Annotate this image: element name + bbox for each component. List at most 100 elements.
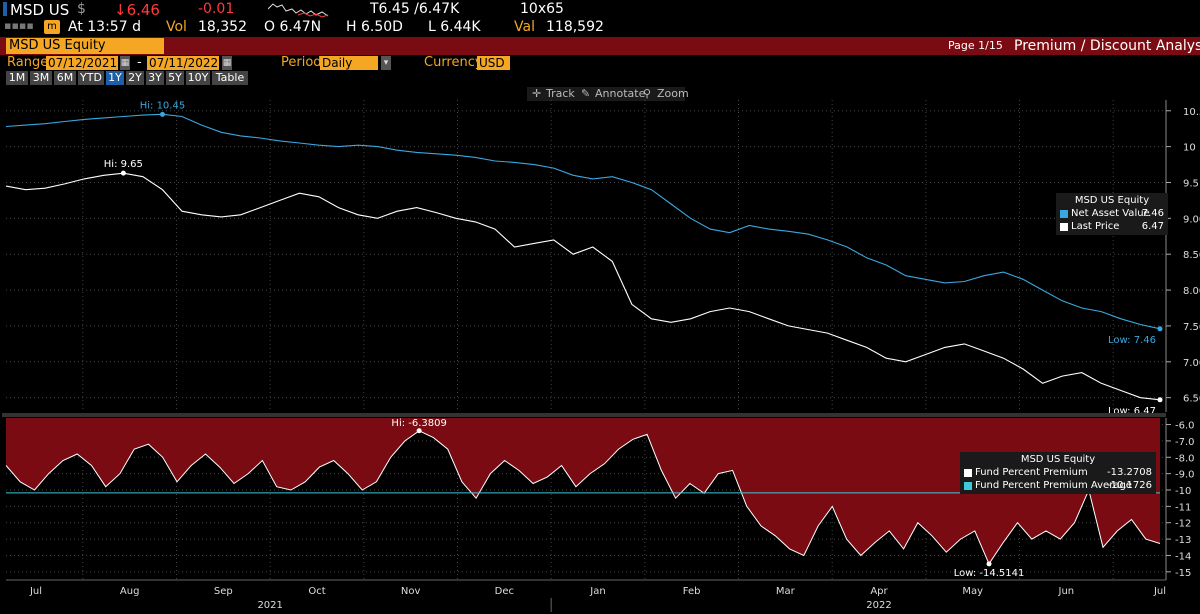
price-annotation-marker — [1157, 326, 1163, 332]
crosshair-icon[interactable]: ✛ — [532, 87, 542, 100]
bloomberg-icon[interactable]: m — [44, 20, 60, 34]
price-tick-label: 10 — [1183, 143, 1196, 154]
start-calendar-icon[interactable]: ▦ — [120, 56, 130, 70]
month-label: Feb — [683, 586, 701, 597]
price-annotation-label: Low: 7.46 — [1108, 335, 1156, 346]
premium-legend-value: -13.2708 — [1107, 467, 1152, 478]
price-annotation-marker — [159, 111, 165, 117]
range-3y-button[interactable]: 3Y — [146, 71, 164, 85]
premium-area — [6, 418, 1160, 564]
month-label: Jan — [589, 586, 605, 597]
currency-field[interactable]: USD — [477, 56, 510, 70]
month-label: Apr — [870, 586, 888, 597]
premium-tick-label: -14 — [1175, 551, 1191, 562]
avg-legend-value: -10.1726 — [1107, 480, 1152, 491]
period-dropdown-icon[interactable]: ▾ — [381, 56, 391, 70]
net-change: -0.01 — [198, 1, 235, 17]
premium-tick-label: -12 — [1175, 519, 1191, 530]
premium-tick-label: -8.0 — [1175, 453, 1195, 464]
year-label: 2021 — [257, 600, 282, 611]
zoom-button[interactable]: Zoom — [657, 87, 689, 100]
low-price: L 6.44K — [428, 19, 481, 35]
month-label: Jul — [29, 586, 42, 597]
ticker-marker — [3, 2, 7, 16]
avg-swatch — [964, 482, 972, 490]
price-legend: MSD US Equity Net Asset Value 7.46 Last … — [1056, 193, 1168, 235]
premium-legend-label: Fund Percent Premium — [975, 467, 1088, 478]
parameter-row: Range 07/12/2021 ▦ - 07/11/2022 ▦ Period… — [0, 55, 1200, 71]
high-price: H 6.50D — [346, 19, 403, 35]
premium-annotation-marker — [416, 428, 422, 434]
price-panel: Hi: 10.45 Hi: 9.65 Low: 7.46 Low: 6.47 — [5, 100, 1163, 417]
open-price: O 6.47N — [264, 19, 322, 35]
premium-tick-label: -10 — [1175, 486, 1191, 497]
price-tick-label: 6.50 — [1183, 394, 1200, 405]
val-label: Val — [514, 19, 535, 35]
chart-toolbar: ✛ Track ✎ Annotate ⚲ Zoom — [527, 87, 689, 101]
nav-legend-value: 7.46 — [1141, 208, 1164, 219]
range-label: Range — [7, 55, 49, 70]
premium-tick-label: -6.0 — [1175, 421, 1195, 432]
time-axis: Jul Aug Sep Oct Nov Dec Jan Feb Mar Apr May Jun Jul 2… — [6, 579, 1166, 612]
table-button[interactable]: Table — [212, 71, 248, 85]
range-10y-button[interactable]: 10Y — [186, 71, 210, 85]
premium-tick-label: -11 — [1175, 502, 1191, 513]
premium-line — [5, 430, 1161, 565]
range-2y-button[interactable]: 2Y — [126, 71, 144, 85]
value-traded: 118,592 — [546, 19, 604, 35]
nav-legend-label: Net Asset Value — [1071, 208, 1150, 219]
volume: 18,352 — [198, 19, 247, 35]
price-tick-label: 7.00 — [1183, 358, 1200, 369]
title-bar — [0, 37, 1200, 55]
premium-legend-title: MSD US Equity — [1020, 454, 1096, 465]
panel-divider[interactable] — [2, 413, 1166, 417]
month-label: Nov — [401, 586, 421, 597]
premium-annotation-marker — [986, 561, 992, 567]
range-ytd-button[interactable]: YTD — [78, 71, 104, 85]
vol-label: Vol — [166, 19, 187, 35]
end-date-field[interactable]: 07/11/2022 — [147, 56, 219, 70]
range-5y-button[interactable]: 5Y — [166, 71, 184, 85]
range-6m-button[interactable]: 6M — [54, 71, 76, 85]
month-label: Mar — [776, 586, 796, 597]
month-label: Oct — [308, 586, 325, 597]
search-icon[interactable]: ⚲ — [643, 87, 652, 100]
pencil-icon[interactable]: ✎ — [581, 87, 591, 100]
chart-area[interactable]: Hi: -6.3809 Low: -14.5141 Hi: 10.45 Hi: 9.… — [0, 100, 1200, 614]
price-tick-label: 7.50 — [1183, 322, 1200, 333]
price-swatch — [1060, 223, 1068, 231]
range-3m-button[interactable]: 3M — [30, 71, 52, 85]
price-tick-label: 9.00 — [1183, 214, 1200, 225]
track-button[interactable]: Track — [546, 87, 575, 100]
bid-ask-size: 10x65 — [520, 1, 564, 17]
price-legend-title: MSD US Equity — [1074, 195, 1150, 206]
ticker[interactable]: MSD US — [10, 1, 70, 19]
security-field[interactable]: MSD US Equity — [6, 38, 164, 54]
currency-label: Currency — [424, 55, 483, 70]
annotate-button[interactable]: Annotate — [595, 87, 646, 100]
price-annotation-marker — [1157, 397, 1163, 403]
period-label: Period — [281, 55, 322, 70]
trade-time: At 13:57 d — [68, 19, 141, 35]
quote-strip: MSD US $ ↓6.46 -0.01 T6.45 /6.47K 10x65 … — [0, 0, 1200, 37]
month-label: Aug — [120, 586, 140, 597]
page-indicator: Page 1/15 — [948, 39, 1003, 52]
range-1y-button[interactable]: 1Y — [106, 71, 124, 85]
avg-legend-label: Fund Percent Premium Average — [975, 480, 1132, 491]
end-calendar-icon[interactable]: ▦ — [222, 56, 232, 70]
premium-tick-label: -15 — [1175, 568, 1191, 579]
price-legend-value: 6.47 — [1141, 221, 1164, 232]
premium-annotation-label: Hi: -6.3809 — [391, 418, 446, 429]
price-tick-label: 8.50 — [1183, 250, 1200, 261]
dots-icon: ▪▪▪▪ — [4, 19, 34, 32]
premium-axis: -6.0 -7.0 -8.0 -9.0 -10 -11 -12 -13 -14 -15 — [1165, 418, 1195, 580]
currency-symbol: $ — [77, 1, 86, 17]
month-label: May — [962, 586, 983, 597]
range-1m-button[interactable]: 1M — [6, 71, 28, 85]
price-tick-label: 9.5 — [1183, 178, 1199, 189]
period-select[interactable]: Daily — [320, 56, 378, 70]
start-date-field[interactable]: 07/12/2021 — [46, 56, 118, 70]
month-label: Jun — [1058, 586, 1075, 597]
price-axis: 10.5 10 9.5 9.00 8.50 8.00 7.50 7.00 6.50 — [1165, 100, 1200, 412]
year-label: 2022 — [866, 600, 891, 611]
